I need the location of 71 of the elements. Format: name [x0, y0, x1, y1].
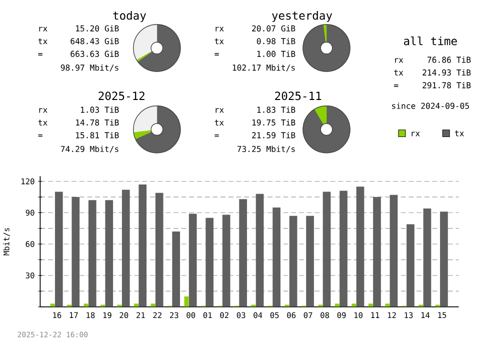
bar — [105, 200, 114, 307]
bar — [138, 184, 147, 307]
text: 214.93 TiB — [422, 69, 471, 76]
text: 663.63 GiB — [70, 50, 119, 57]
text: tx — [394, 70, 404, 76]
legend-label: rx — [412, 132, 420, 136]
text: 1.00 TiB — [257, 50, 296, 57]
text: since 2024-09-05 — [392, 102, 469, 109]
text: tx — [38, 120, 48, 126]
bar — [334, 304, 340, 307]
text: 15.81 TiB — [76, 132, 119, 138]
text: rx — [39, 26, 48, 32]
bar — [122, 190, 130, 307]
text: 102.17 Mbit/s — [232, 64, 295, 72]
bar — [322, 192, 331, 307]
text: tx — [214, 120, 224, 126]
text: = — [38, 134, 42, 137]
bar — [155, 192, 164, 307]
text: rx — [395, 58, 404, 63]
bar — [390, 194, 398, 307]
chart-title: 2025-11 — [275, 92, 322, 100]
text: 73.25 Mbit/s — [237, 146, 295, 153]
text: = — [38, 53, 42, 56]
text: 1.03 TiB — [80, 106, 119, 113]
text: 1.83 TiB — [257, 106, 296, 113]
legend-label: tx — [454, 130, 464, 136]
bar — [306, 216, 314, 307]
chart-title: 2025-12 — [98, 92, 144, 100]
bar — [406, 224, 414, 307]
text: = — [214, 134, 219, 137]
bar — [373, 196, 381, 307]
bar — [356, 186, 364, 307]
bar — [222, 214, 230, 307]
bar — [54, 192, 63, 307]
text: rx — [39, 108, 48, 113]
text: = — [394, 84, 398, 87]
text: 648.43 GiB — [70, 38, 119, 44]
bar — [88, 200, 96, 307]
bar — [440, 212, 448, 307]
bar — [385, 304, 390, 307]
text: 21.59 TiB — [252, 132, 296, 138]
text: tx — [38, 38, 48, 44]
bar — [272, 207, 280, 307]
bar — [188, 214, 197, 307]
text: tx — [214, 38, 224, 44]
text: 14.78 TiB — [76, 119, 119, 126]
text: 74.29 Mbit/s — [60, 146, 118, 153]
bar — [256, 194, 264, 307]
chart-title: today — [113, 10, 146, 22]
bar — [134, 304, 138, 307]
bar — [289, 216, 298, 307]
bar — [206, 218, 214, 307]
bar — [172, 231, 180, 307]
text: 98.97 Mbit/s — [60, 64, 118, 72]
bar — [239, 199, 247, 307]
bar — [340, 190, 348, 307]
text: 20.07 GiB — [252, 25, 296, 32]
text: all time — [404, 36, 457, 46]
text: = — [214, 53, 219, 56]
bar — [72, 196, 80, 307]
bar — [423, 208, 432, 307]
text: rx — [216, 26, 224, 32]
bar — [352, 304, 356, 307]
text: 19.75 TiB — [252, 119, 296, 126]
chart-title: yesterday — [272, 10, 332, 22]
text: 15.20 GiB — [76, 25, 119, 32]
text: 0.98 TiB — [256, 38, 296, 44]
bar — [368, 304, 373, 307]
text: 291.78 TiB — [422, 82, 471, 88]
text: 76.86 TiB — [428, 56, 471, 63]
text: rx — [216, 108, 224, 113]
